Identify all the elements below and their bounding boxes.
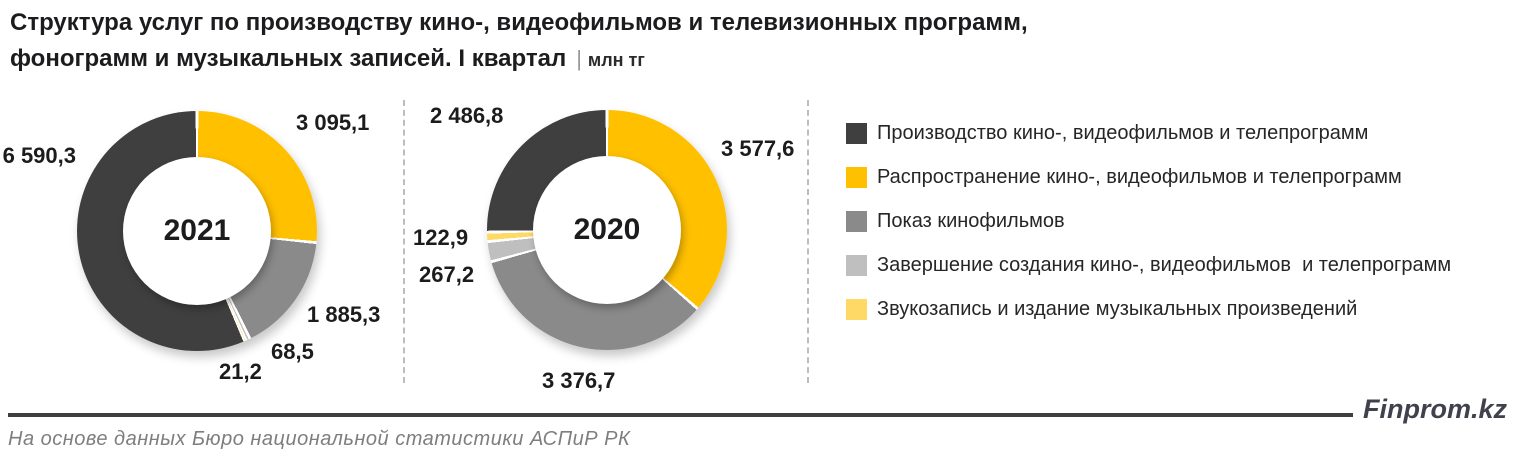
- donut-hole: 2021: [123, 157, 271, 305]
- legend-swatch-dark-gray: [846, 123, 867, 144]
- legend-swatch-gold: [846, 167, 867, 188]
- data-label-2021-zvukozapis: 21,2: [219, 359, 262, 384]
- legend-swatch-light-yellow: [846, 299, 867, 320]
- legend-item-label: Звукозапись и издание музыкальных произв…: [877, 298, 1358, 320]
- dashed-separator-right: [807, 100, 809, 383]
- donut-chart-2020: 2020: [487, 110, 727, 350]
- page-title-line2-text: фонограмм и музыкальных записей. I кварт…: [10, 45, 567, 72]
- legend-swatch-light-gray: [846, 255, 867, 276]
- legend-item-label: Показ кинофильмов: [877, 210, 1065, 232]
- data-label-2021-rasprostranenie: 3 095,1: [296, 110, 370, 135]
- legend-item-label: Завершение создания кино-, видеофильмов …: [877, 254, 1452, 276]
- data-label-2021-proizvodstvo: 6 590,3: [2, 143, 76, 168]
- data-label-2020-zvukozapis: 122,9: [413, 225, 469, 250]
- legend-swatch-gray: [846, 211, 867, 232]
- legend-item-zavershenie: Завершение создания кино-, видеофильмов …: [846, 254, 1452, 276]
- donut-hole: 2020: [533, 156, 681, 304]
- page-title-line2: фонограмм и музыкальных записей. I кварт…: [10, 41, 1028, 78]
- title-unit-separator: |: [576, 46, 582, 71]
- brand-logo: Finprom.kz: [1362, 394, 1507, 424]
- legend-item-pokaz: Показ кинофильмов: [846, 210, 1451, 232]
- year-label-2020: 2020: [573, 213, 641, 246]
- legend-item-zvukozapis: Звукозапись и издание музыкальных произв…: [846, 298, 1451, 320]
- legend: Производство кино-, видеофильмов и телеп…: [846, 122, 1452, 343]
- legend-item-label: Распространение кино-, видеофильмов и те…: [877, 166, 1402, 188]
- data-label-2021-pokaz: 1 885,3: [307, 302, 381, 327]
- data-label-2020-zavershenie: 267,2: [419, 262, 475, 287]
- data-label-2020-pokaz: 3 376,7: [542, 368, 616, 393]
- data-label-2021-zavershenie: 68,5: [271, 339, 314, 364]
- legend-item-proizvodstvo: Производство кино-, видеофильмов и телеп…: [846, 122, 1451, 144]
- legend-item-rasprostranenie: Распространение кино-, видеофильмов и те…: [846, 166, 1451, 188]
- donut-chart-2021: 2021: [77, 111, 317, 351]
- legend-item-label: Производство кино-, видеофильмов и телеп…: [877, 122, 1369, 144]
- data-label-2020-proizvodstvo: 2 486,8: [430, 103, 504, 128]
- page-title: Структура услуг по производству кино-, в…: [10, 5, 1028, 78]
- year-label-2021: 2021: [163, 214, 231, 247]
- data-label-2020-rasprostranenie: 3 577,6: [721, 136, 795, 161]
- dashed-separator-left: [403, 100, 405, 383]
- title-unit: млн тг: [587, 50, 645, 70]
- footer-divider: [8, 413, 1353, 417]
- source-note: На основе данных Бюро национальной стати…: [8, 428, 631, 450]
- page-title-line1: Структура услуг по производству кино-, в…: [10, 9, 1028, 36]
